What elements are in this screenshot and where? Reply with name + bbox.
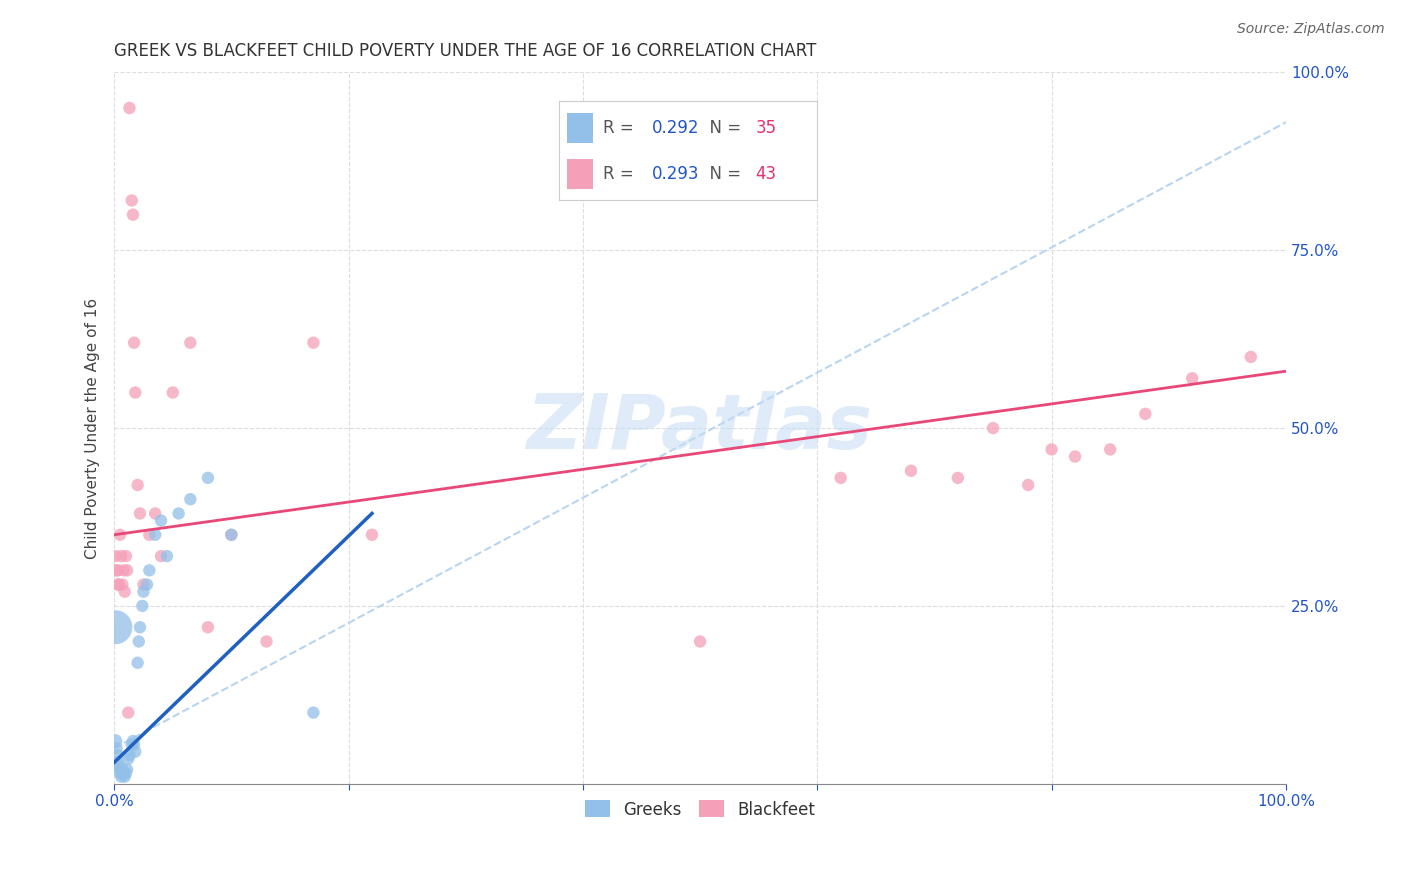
Point (1240, 350, 1263, 364)
Point (111, 763, 134, 777)
Point (946, 471, 969, 485)
Point (256, 634, 278, 648)
Point (150, 514, 173, 528)
Point (121, 738, 143, 752)
Point (115, 763, 138, 777)
Point (121, 194, 143, 208)
Legend: Greeks, Blackfeet: Greeks, Blackfeet (579, 794, 821, 825)
Point (110, 770, 132, 784)
Point (156, 549, 179, 563)
Point (122, 738, 145, 752)
Point (128, 634, 150, 648)
Point (105, 741, 128, 756)
Point (118, 101, 141, 115)
Point (105, 563, 128, 577)
Point (107, 748, 129, 763)
Point (179, 492, 201, 507)
Point (118, 748, 141, 763)
Text: ZIPatlas: ZIPatlas (527, 391, 873, 465)
Point (107, 563, 129, 577)
Point (900, 464, 922, 478)
Point (162, 385, 184, 400)
Text: GREEK VS BLACKFEET CHILD POVERTY UNDER THE AGE OF 16 CORRELATION CHART: GREEK VS BLACKFEET CHILD POVERTY UNDER T… (114, 42, 817, 60)
Point (122, 335, 145, 350)
Point (112, 563, 135, 577)
Point (127, 656, 149, 670)
Point (112, 766, 135, 780)
Point (114, 770, 136, 784)
Point (107, 756, 129, 770)
Point (115, 563, 138, 577)
Point (108, 766, 131, 780)
Point (115, 549, 138, 563)
Y-axis label: Child Poverty Under the Age of 16: Child Poverty Under the Age of 16 (86, 298, 100, 558)
Point (1181, 371, 1204, 385)
Point (197, 471, 219, 485)
Point (1099, 442, 1122, 457)
Point (1064, 450, 1087, 464)
Point (115, 766, 138, 780)
Point (124, 385, 146, 400)
Point (110, 549, 132, 563)
Point (132, 577, 155, 591)
Point (129, 507, 152, 521)
Point (122, 208, 145, 222)
Point (143, 528, 166, 542)
Point (131, 599, 153, 613)
Point (136, 577, 159, 591)
Point (830, 471, 852, 485)
Point (117, 752, 139, 766)
Point (114, 584, 136, 599)
Point (117, 706, 139, 720)
Point (122, 734, 145, 748)
Point (104, 549, 127, 563)
Point (108, 577, 131, 591)
Point (108, 528, 131, 542)
Point (1017, 478, 1039, 492)
Point (108, 759, 131, 773)
Point (221, 528, 243, 542)
Point (138, 563, 160, 577)
Text: Source: ZipAtlas.com: Source: ZipAtlas.com (1237, 22, 1385, 37)
Point (302, 335, 325, 350)
Point (107, 577, 129, 591)
Point (361, 528, 384, 542)
Point (221, 528, 243, 542)
Point (129, 620, 152, 634)
Point (111, 766, 134, 780)
Point (127, 478, 149, 492)
Point (179, 335, 201, 350)
Point (108, 763, 131, 777)
Point (111, 577, 134, 591)
Point (124, 745, 146, 759)
Point (197, 620, 219, 634)
Point (150, 549, 173, 563)
Point (302, 706, 325, 720)
Point (167, 507, 190, 521)
Point (1135, 407, 1157, 421)
Point (689, 634, 711, 648)
Point (138, 528, 160, 542)
Point (132, 584, 155, 599)
Point (104, 620, 127, 634)
Point (104, 734, 127, 748)
Point (143, 507, 166, 521)
Point (981, 421, 1004, 435)
Point (1040, 442, 1063, 457)
